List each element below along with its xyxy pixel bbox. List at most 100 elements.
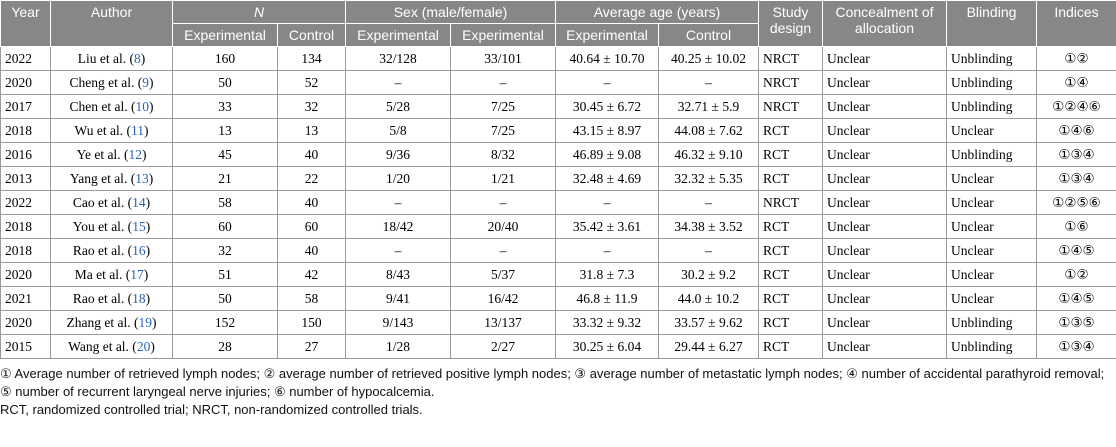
table-cell: RCT [758, 334, 823, 359]
author-text: ) [150, 338, 155, 354]
reference-link[interactable]: 8 [133, 50, 141, 66]
reference-link[interactable]: 10 [135, 98, 149, 114]
table-cell: 30.45 ± 6.72 [555, 94, 659, 119]
table-cell: NRCT [758, 94, 823, 119]
table-cell: 8/32 [450, 142, 556, 167]
table-cell: – [450, 70, 556, 95]
table-cell: Unclear [822, 166, 947, 191]
table-cell: 9/41 [345, 286, 451, 311]
author-cell: Rao et al. (18) [50, 286, 173, 311]
table-cell: 2017 [0, 94, 51, 119]
table-cell: 1/28 [345, 334, 451, 359]
table-cell: – [450, 190, 556, 215]
reference-link[interactable]: 12 [128, 146, 142, 162]
table-cell: RCT [758, 238, 823, 263]
author-text: Wang et al. ( [68, 338, 137, 354]
footnotes: ① Average number of retrieved lymph node… [0, 365, 1116, 419]
reference-link[interactable]: 20 [136, 338, 151, 354]
table-cell: 40 [277, 142, 346, 167]
table-cell: 28 [172, 334, 278, 359]
table-cell: 33 [172, 94, 278, 119]
reference-link[interactable]: 14 [132, 194, 146, 210]
reference-link[interactable]: 16 [132, 242, 146, 258]
header-row: Year Author N Sex (male/female) Average age … [0, 0, 1116, 47]
table-cell: 32 [172, 238, 278, 263]
table-cell: 18/42 [345, 214, 451, 239]
table-cell: 2020 [0, 262, 51, 287]
table-cell: Unclear [822, 262, 947, 287]
table-cell: 52 [277, 70, 346, 95]
table-cell: RCT [758, 262, 823, 287]
table-cell: 32 [277, 94, 346, 119]
subheader-cell: Experimental [555, 23, 659, 47]
table-cell: – [345, 70, 451, 95]
table-cell: – [555, 190, 659, 215]
reference-link[interactable]: 13 [135, 170, 149, 186]
table-cell: ①② [1036, 262, 1116, 287]
table-cell: 42 [277, 262, 346, 287]
author-text: Ma et al. ( [74, 266, 131, 282]
table-cell: Unclear [946, 262, 1037, 287]
table-cell: 2013 [0, 166, 51, 191]
author-cell: Liu et al. (8) [50, 46, 173, 71]
author-cell: Cheng et al. (9) [50, 70, 173, 95]
table-cell: 2020 [0, 310, 51, 335]
table-cell: 34.38 ± 3.52 [658, 214, 759, 239]
header-cell: Average age (years) [555, 0, 759, 24]
table-cell: Unclear [822, 94, 947, 119]
table-cell: Unclear [946, 238, 1037, 263]
table-cell: 45 [172, 142, 278, 167]
table-cell: Unclear [822, 46, 947, 71]
table-row: 2018 You et al. (15) 60 60 18/42 20/40 35.42 ±… [0, 214, 1116, 239]
table-cell: ①③④ [1036, 142, 1116, 167]
footnote: ① Average number of retrieved lymph node… [0, 366, 1105, 399]
table-cell: ①② [1036, 46, 1116, 71]
table-cell: 2018 [0, 238, 51, 263]
footnote: RCT, randomized controlled trial; NRCT, … [0, 402, 423, 417]
reference-link[interactable]: 18 [132, 290, 146, 306]
table-cell: ①③④ [1036, 334, 1116, 359]
table-cell: RCT [758, 286, 823, 311]
table-cell: ①④⑤ [1036, 286, 1116, 311]
table-cell: 150 [277, 310, 346, 335]
table-cell: Unclear [946, 190, 1037, 215]
author-text: ) [148, 98, 154, 114]
table-cell: ①③⑤ [1036, 310, 1116, 335]
reference-link[interactable]: 15 [132, 218, 146, 234]
author-text: ) [148, 170, 154, 186]
table-row: 2022 Liu et al. (8) 160 134 32/128 33/101 40.6… [0, 46, 1116, 71]
subheader-cell: Experimental [172, 23, 278, 47]
table-cell: RCT [758, 142, 823, 167]
author-text: Rao et al. ( [72, 290, 133, 306]
reference-link[interactable]: 19 [138, 314, 152, 330]
author-text: Rao et al. ( [72, 242, 133, 258]
table-cell: 35.42 ± 3.61 [555, 214, 659, 239]
reference-link[interactable]: 11 [130, 122, 144, 138]
table-cell: Unclear [822, 286, 947, 311]
reference-link[interactable]: 17 [130, 266, 144, 282]
table-cell: Unclear [822, 70, 947, 95]
reference-link[interactable]: 9 [142, 74, 149, 90]
table-cell: 2022 [0, 190, 51, 215]
header-cell: Indices [1036, 0, 1116, 47]
table-cell: 50 [172, 286, 278, 311]
header-cell: Year [0, 0, 51, 47]
table-cell: 8/43 [345, 262, 451, 287]
table-cell: 32.32 ± 5.35 [658, 166, 759, 191]
table-row: 2020 Ma et al. (17) 51 42 8/43 5/37 31.8 ± 7.3… [0, 262, 1116, 287]
author-text: Yang et al. ( [69, 170, 136, 186]
table-cell: – [658, 190, 759, 215]
table-cell: RCT [758, 310, 823, 335]
table-cell: 152 [172, 310, 278, 335]
table-cell: 20/40 [450, 214, 556, 239]
table-cell: 9/143 [345, 310, 451, 335]
table-cell: 9/36 [345, 142, 451, 167]
table-cell: Unclear [822, 214, 947, 239]
author-cell: Zhang et al. (19) [50, 310, 173, 335]
table-cell: 2016 [0, 142, 51, 167]
table-cell: 21 [172, 166, 278, 191]
subheader-cell: Control [277, 23, 346, 47]
header-cell: Sex (male/female) [345, 0, 556, 24]
table-row: 2021 Rao et al. (18) 50 58 9/41 16/42 46.8 ± 1… [0, 286, 1116, 311]
table-cell: – [658, 238, 759, 263]
